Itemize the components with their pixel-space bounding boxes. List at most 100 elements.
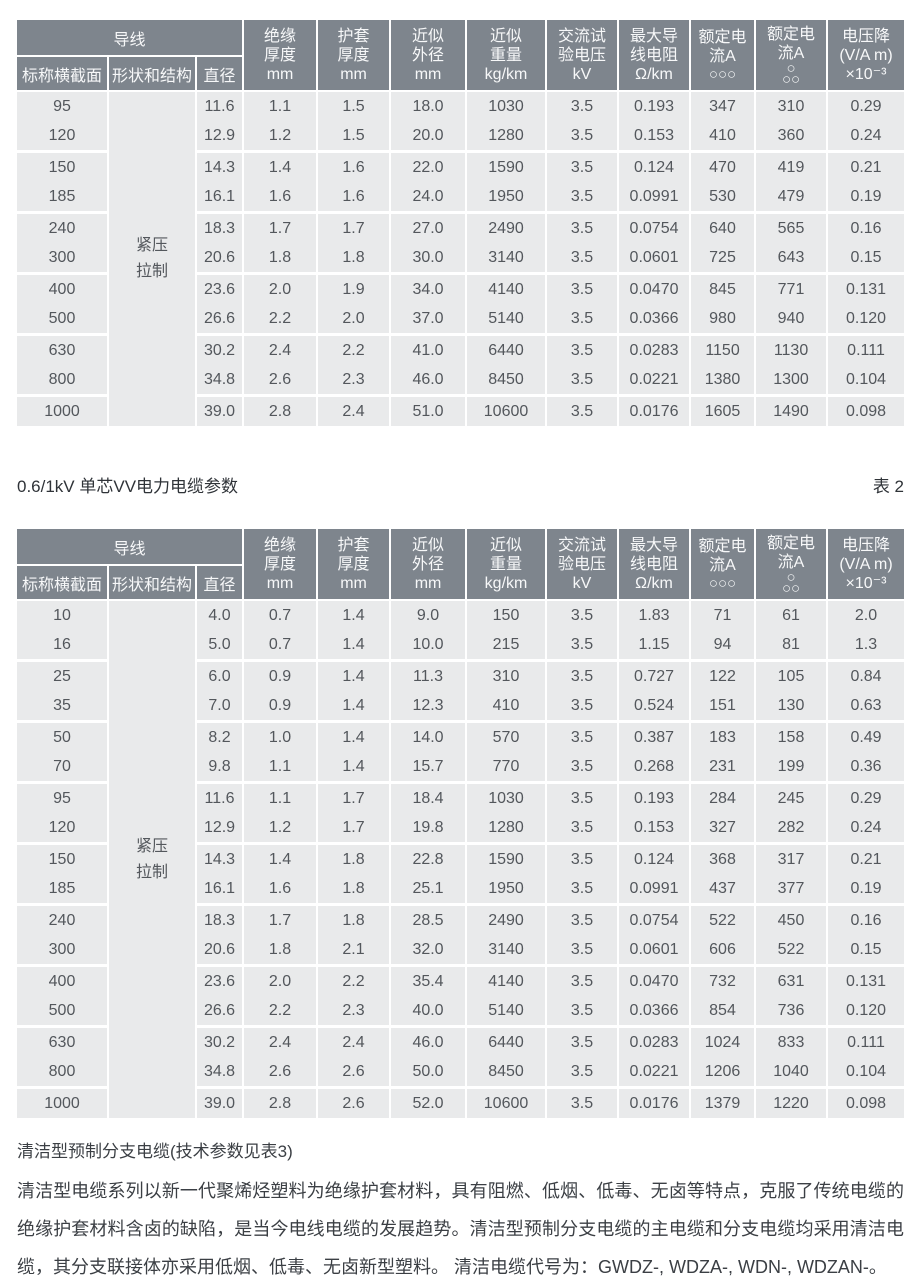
header-line: mm [340, 65, 367, 83]
table-cell: 1040 [755, 1057, 829, 1089]
table-cell: 0.16 [827, 212, 905, 243]
header-line: 额定电 [698, 29, 747, 46]
table-cell: 1.6 [317, 182, 392, 214]
table-cell: 3.5 [546, 91, 620, 121]
cell-nominal-cross-section: 10 [17, 600, 109, 630]
table-cell: 23.6 [196, 273, 245, 304]
header-insulation-thickness: 绝缘 厚度 mm [243, 529, 319, 601]
header-line: 额定电 [767, 535, 816, 552]
header-line: 验电压 [558, 555, 607, 573]
table-cell: 419 [755, 151, 829, 182]
table-cell: 22.8 [390, 843, 468, 874]
table-cell: 0.0470 [618, 965, 692, 996]
table-cell: 310 [466, 660, 548, 691]
table-cell: 1.8 [317, 843, 392, 874]
table-cell: 8.2 [196, 721, 245, 752]
table-cell: 0.36 [827, 752, 905, 784]
table-cell: 2.3 [317, 365, 392, 397]
header-line: kg/km [484, 65, 528, 83]
table-row: 300 20.6 1.8 1.8 30.0 3140 3.5 0.0601 725 643 0.15 [17, 243, 905, 275]
table-cell: 7.0 [196, 691, 245, 723]
table-cell: 736 [755, 996, 829, 1028]
table-cell: 18.3 [196, 212, 245, 243]
table-cell: 12.9 [196, 813, 245, 845]
table-cell: 16.1 [196, 874, 245, 906]
table-cell: 5140 [466, 996, 548, 1028]
header-line: 近似 [490, 536, 523, 554]
table-cell: 3.5 [546, 600, 620, 630]
table-cell: 30.2 [196, 334, 245, 365]
table-cell: 20.6 [196, 243, 245, 275]
table-cell: 0.0470 [618, 273, 692, 304]
header-conductor-sub-2: 直径 [196, 56, 245, 92]
table-cell: 0.153 [618, 121, 692, 153]
table-cell: 0.387 [618, 721, 692, 752]
table-row: 150 14.3 1.4 1.6 22.0 1590 3.5 0.124 470 419 0.21 [17, 151, 905, 182]
cell-nominal-cross-section: 50 [17, 721, 109, 752]
table-cell: 3.5 [546, 395, 620, 426]
cell-nominal-cross-section: 630 [17, 1026, 109, 1057]
table-cell: 3.5 [546, 813, 620, 845]
header-line: (V/A m) [839, 555, 893, 573]
header-rated-current-flat: 额定电 流A ○○○ [690, 20, 757, 92]
table-cell: 1.8 [317, 243, 392, 275]
circle-trefoil-icon: ○ ○○ [756, 60, 826, 87]
table-cell: 0.0176 [618, 395, 692, 426]
table-cell: 2.4 [243, 1026, 319, 1057]
table-cell: 3.5 [546, 304, 620, 336]
table-cell: 3.5 [546, 660, 620, 691]
table-cell: 0.0754 [618, 904, 692, 935]
header-line: 厚度 [264, 46, 297, 64]
cell-nominal-cross-section: 95 [17, 782, 109, 813]
header-line: kV [572, 65, 592, 83]
table-cell: 327 [690, 813, 757, 845]
table-cell: 450 [755, 904, 829, 935]
table-cell: 2.6 [243, 365, 319, 397]
table-cell: 3.5 [546, 843, 620, 874]
table-cell: 0.104 [827, 365, 905, 397]
cell-nominal-cross-section: 1000 [17, 1087, 109, 1118]
table-cell: 0.098 [827, 395, 905, 426]
table-cell: 105 [755, 660, 829, 691]
header-line: 近似 [490, 27, 523, 45]
table-cell: 20.0 [390, 121, 468, 153]
table-cell: 18.3 [196, 904, 245, 935]
table-cell: 0.193 [618, 91, 692, 121]
table-cell: 1.4 [243, 151, 319, 182]
table-cell: 81 [755, 630, 829, 662]
cell-nominal-cross-section: 500 [17, 304, 109, 336]
header-line: ×10⁻³ [845, 65, 887, 83]
table-cell: 1.4 [317, 691, 392, 723]
table-cell: 0.0221 [618, 365, 692, 397]
table-cell: 16.1 [196, 182, 245, 214]
table-cell: 0.104 [827, 1057, 905, 1089]
table-cell: 3.5 [546, 1057, 620, 1089]
table-cell: 1.9 [317, 273, 392, 304]
table-cell: 6.0 [196, 660, 245, 691]
header-ac-test-voltage: 交流试 验电压 kV [546, 529, 620, 601]
header-line: ○ [786, 60, 796, 77]
table-cell: 34.8 [196, 1057, 245, 1089]
table-cell: 0.24 [827, 813, 905, 845]
header-conductor-group: 导线 [17, 20, 245, 57]
table-cell: 2.6 [243, 1057, 319, 1089]
table-cell: 39.0 [196, 395, 245, 426]
table-cell: 0.124 [618, 151, 692, 182]
cell-nominal-cross-section: 300 [17, 243, 109, 275]
header-line: mm [414, 65, 442, 83]
header-line: 流A [777, 45, 805, 62]
footer-paragraph: 清洁型电缆系列以新一代聚烯烃塑料为绝缘护套材料，具有阻燃、低烟、低毒、无卤等特点… [17, 1181, 904, 1277]
cell-nominal-cross-section: 185 [17, 182, 109, 214]
table-cell: 368 [690, 843, 757, 874]
header-line: 近似 [412, 27, 445, 45]
cell-nominal-cross-section: 25 [17, 660, 109, 691]
table-cell: 2.8 [243, 395, 319, 426]
table-cell: 1.7 [317, 212, 392, 243]
table-cell: 4.0 [196, 600, 245, 630]
cell-nominal-cross-section: 300 [17, 935, 109, 967]
table-cell: 1.4 [317, 630, 392, 662]
table-cell: 0.0991 [618, 182, 692, 214]
table-cell: 0.19 [827, 874, 905, 906]
table-cell: 71 [690, 600, 757, 630]
table-cell: 41.0 [390, 334, 468, 365]
